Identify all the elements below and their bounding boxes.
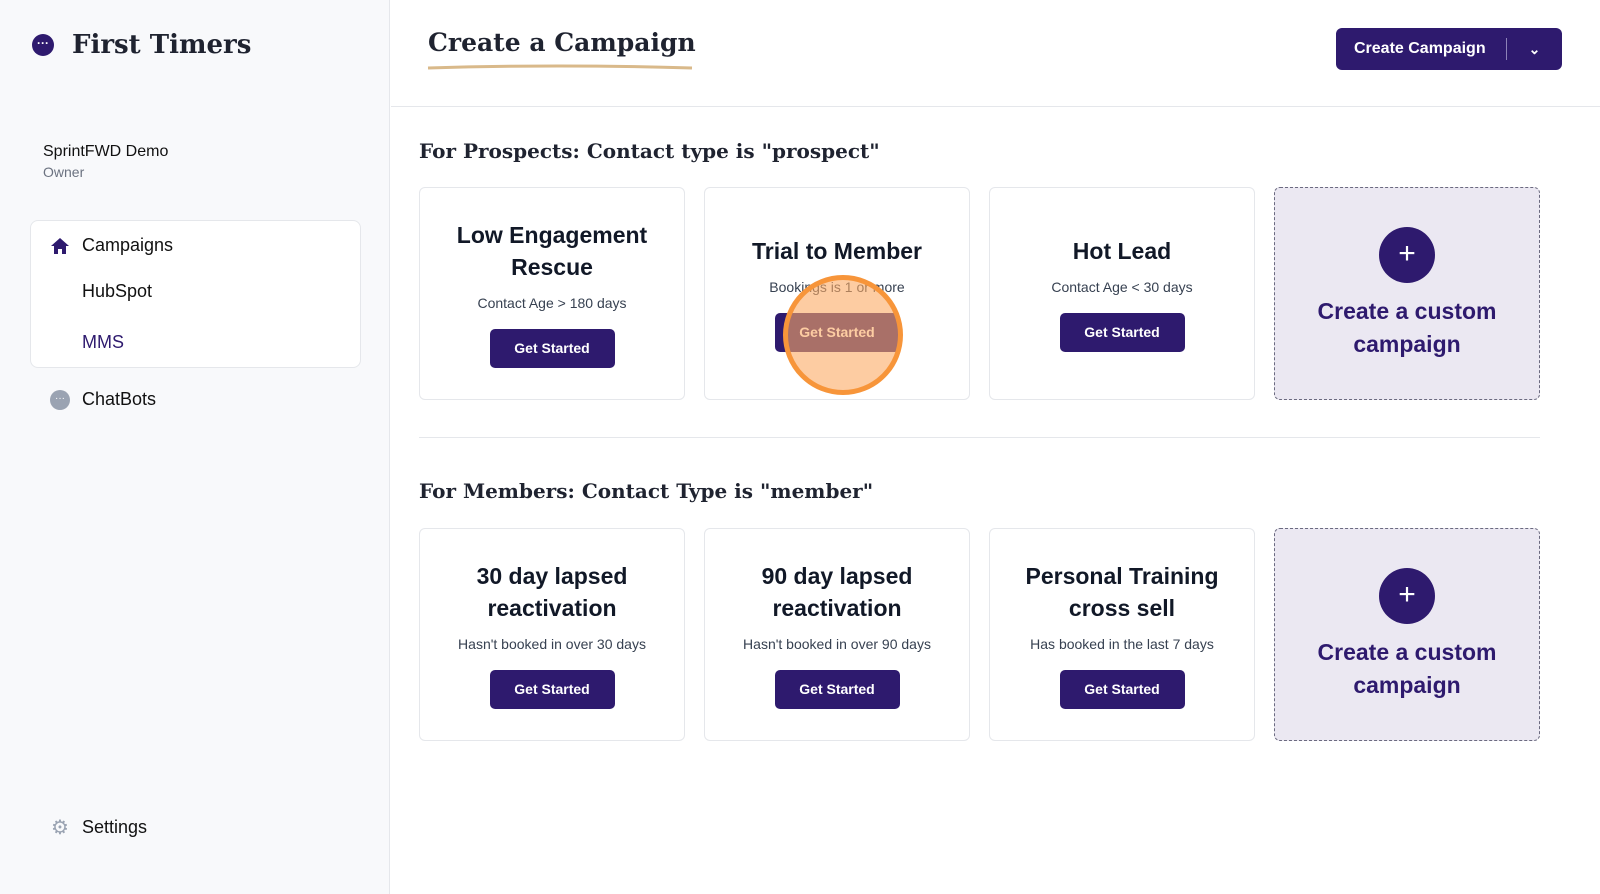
campaigns-nav-group: Campaigns HubSpot MMS xyxy=(30,220,361,368)
campaign-card: Hot Lead Contact Age < 30 days Get Start… xyxy=(989,187,1255,400)
chat-bubble-icon: ··· xyxy=(50,389,70,410)
page-title: Create a Campaign xyxy=(428,28,696,57)
org-name: SprintFWD Demo xyxy=(43,143,169,160)
section-divider xyxy=(419,437,1540,438)
campaign-card: 30 day lapsed reactivation Hasn't booked… xyxy=(419,528,685,741)
members-section-title: For Members: Contact Type is "member" xyxy=(419,479,874,503)
home-icon xyxy=(51,237,69,254)
prospects-section-title: For Prospects: Contact type is "prospect… xyxy=(419,139,880,163)
card-subtitle: Has booked in the last 7 days xyxy=(1030,636,1214,652)
card-title: Low Engagement Rescue xyxy=(456,222,648,280)
plus-icon[interactable]: + xyxy=(1379,226,1435,283)
create-campaign-label: Create Campaign xyxy=(1354,40,1486,57)
sidebar-item-label: Settings xyxy=(82,817,148,837)
gear-icon: ⚙ xyxy=(51,816,69,839)
card-title: Personal Training cross sell xyxy=(1025,563,1219,621)
sidebar-item-label: ChatBots xyxy=(82,389,157,409)
card-subtitle: Contact Age < 30 days xyxy=(1051,279,1193,295)
custom-campaign-label: Create a custom campaign xyxy=(1317,638,1497,698)
create-campaign-button[interactable]: Create Campaign ⌄ xyxy=(1336,28,1562,70)
sidebar-item-label: Campaigns xyxy=(82,235,174,255)
card-title: Hot Lead xyxy=(1072,238,1172,264)
custom-campaign-label: Create a custom campaign xyxy=(1317,297,1497,357)
create-custom-campaign-card[interactable]: + Create a custom campaign xyxy=(1274,528,1540,741)
app-name: First Timers xyxy=(72,30,252,60)
campaign-card: 90 day lapsed reactivation Hasn't booked… xyxy=(704,528,970,741)
campaign-card: Low Engagement Rescue Contact Age > 180 … xyxy=(419,187,685,400)
sidebar-item-hubspot[interactable]: HubSpot xyxy=(82,281,153,301)
org-info: SprintFWD Demo Owner xyxy=(43,143,168,180)
sidebar-item-mms[interactable]: MMS xyxy=(82,332,124,352)
title-underline xyxy=(427,64,693,70)
sidebar-item-chatbots[interactable]: ··· ChatBots xyxy=(50,389,156,410)
page-header: Create a Campaign Create Campaign ⌄ xyxy=(391,0,1600,107)
card-title: 30 day lapsed reactivation xyxy=(476,563,628,621)
campaign-card: Personal Training cross sell Has booked … xyxy=(989,528,1255,741)
click-indicator xyxy=(783,275,903,395)
get-started-button[interactable]: Get Started xyxy=(489,670,615,709)
sidebar-item-settings[interactable]: ⚙ Settings xyxy=(50,817,147,838)
org-role: Owner xyxy=(43,164,85,180)
plus-icon[interactable]: + xyxy=(1379,567,1435,624)
create-custom-campaign-card[interactable]: + Create a custom campaign xyxy=(1274,187,1540,400)
sidebar: ··· First Timers SprintFWD Demo Owner Ca… xyxy=(0,0,390,894)
card-title: 90 day lapsed reactivation xyxy=(761,563,913,621)
get-started-button[interactable]: Get Started xyxy=(774,670,900,709)
chevron-down-icon[interactable]: ⌄ xyxy=(1528,40,1541,57)
get-started-button[interactable]: Get Started xyxy=(489,329,615,368)
logo[interactable]: ··· First Timers xyxy=(32,30,251,60)
card-subtitle: Hasn't booked in over 90 days xyxy=(743,636,931,652)
get-started-button[interactable]: Get Started xyxy=(1059,670,1185,709)
sidebar-item-campaigns[interactable]: Campaigns xyxy=(50,235,173,256)
card-title: Trial to Member xyxy=(752,238,922,264)
card-subtitle: Contact Age > 180 days xyxy=(477,295,627,311)
get-started-button[interactable]: Get Started xyxy=(1059,313,1185,352)
card-subtitle: Hasn't booked in over 30 days xyxy=(458,636,646,652)
chat-bubble-icon: ··· xyxy=(32,34,54,56)
button-divider xyxy=(1506,38,1507,60)
